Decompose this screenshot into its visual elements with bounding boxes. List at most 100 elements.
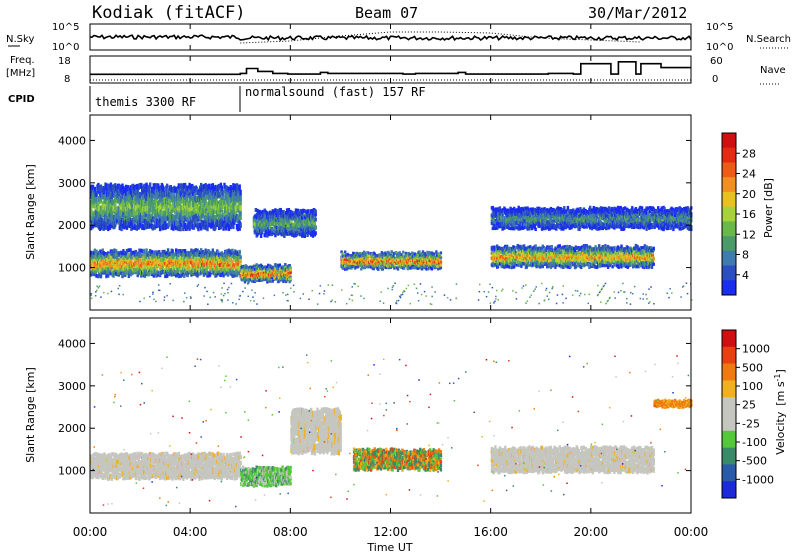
power-cell	[215, 252, 218, 257]
power-cell	[112, 273, 115, 278]
power-cell	[239, 199, 242, 206]
power-cell	[234, 209, 238, 215]
power-cell	[351, 265, 354, 268]
power-cell	[158, 221, 161, 227]
power-cell	[263, 224, 266, 229]
power-cell	[301, 229, 304, 234]
power-cell	[122, 273, 125, 277]
power-cell	[149, 222, 152, 228]
power-cell	[105, 224, 108, 230]
power-cell	[185, 270, 189, 274]
power-cell	[314, 212, 317, 217]
power-cell	[413, 252, 417, 256]
power-cell	[98, 272, 101, 277]
power-cell	[159, 265, 163, 269]
power-cell	[248, 271, 251, 275]
power-cell	[274, 233, 277, 238]
power-cell	[136, 203, 139, 209]
power-cell	[168, 199, 172, 205]
power-cell	[119, 200, 122, 207]
power-cell	[136, 215, 139, 222]
power-cell	[403, 255, 407, 259]
power-cell	[231, 267, 234, 272]
power-cell	[196, 248, 199, 253]
power-cell	[91, 184, 95, 191]
power-cell	[377, 268, 380, 271]
power-cell	[430, 267, 434, 271]
power-cell	[145, 248, 148, 253]
power-cell	[190, 188, 193, 194]
power-cell	[128, 222, 131, 229]
power-cell	[185, 200, 189, 207]
power-cell	[364, 258, 367, 262]
power-cell	[221, 194, 224, 201]
power-cell	[217, 183, 221, 190]
power-cell	[115, 210, 118, 217]
power-cell	[200, 182, 203, 189]
power-cell	[210, 199, 214, 206]
power-cell	[123, 203, 126, 210]
power-band-3	[252, 207, 317, 238]
power-cell	[217, 260, 221, 264]
power-cell	[491, 245, 494, 250]
power-cell	[366, 251, 369, 254]
power-cell	[414, 265, 417, 269]
power-cell	[139, 191, 142, 198]
power-cell	[134, 210, 138, 217]
power-cell	[142, 188, 146, 195]
power-cell	[204, 248, 207, 253]
power-cell	[419, 254, 422, 258]
power-cell	[417, 252, 420, 256]
power-cell	[186, 218, 189, 225]
power-cell	[491, 254, 494, 258]
power-cell	[293, 222, 297, 226]
power-cell	[344, 253, 348, 256]
power-cell	[206, 201, 209, 208]
power-cell	[256, 208, 259, 213]
power-cell	[192, 210, 195, 217]
power-cell	[176, 220, 180, 227]
power-cell	[235, 196, 239, 202]
power-cell	[293, 211, 297, 216]
power-cell	[302, 209, 306, 213]
power-cell	[202, 184, 206, 190]
power-cell	[370, 253, 374, 257]
power-cell	[184, 211, 188, 217]
power-cell	[208, 250, 211, 255]
power-cell	[267, 263, 270, 267]
power-cell	[164, 201, 167, 208]
power-cell	[280, 209, 283, 214]
power-cell	[180, 262, 183, 267]
power-cell	[95, 249, 98, 254]
power-cell	[424, 266, 427, 270]
power-cell	[232, 223, 235, 230]
power-cell	[398, 265, 401, 269]
power-cell	[174, 263, 177, 268]
power-cell	[155, 268, 158, 273]
power-cell	[214, 208, 217, 215]
power-cell	[139, 267, 142, 272]
power-cell	[350, 266, 353, 270]
power-cell	[211, 268, 214, 272]
power-cell	[223, 266, 226, 271]
power-cell	[265, 223, 268, 228]
power-cell	[372, 267, 375, 271]
power-cell	[276, 216, 280, 220]
power-cell	[135, 183, 138, 190]
power-cell	[294, 208, 298, 213]
power-cell	[380, 252, 384, 256]
power-cell	[239, 209, 242, 216]
power-cell	[222, 273, 225, 278]
power-cell	[253, 221, 257, 226]
power-cell	[110, 193, 113, 200]
power-band-4	[340, 250, 443, 271]
power-cell	[437, 267, 440, 271]
power-cell	[196, 273, 199, 278]
power-cell	[234, 254, 237, 259]
power-cell	[300, 227, 303, 232]
power-cell	[437, 264, 440, 268]
power-cell	[175, 270, 179, 274]
power-cell	[150, 270, 154, 275]
power-cell	[148, 271, 151, 276]
